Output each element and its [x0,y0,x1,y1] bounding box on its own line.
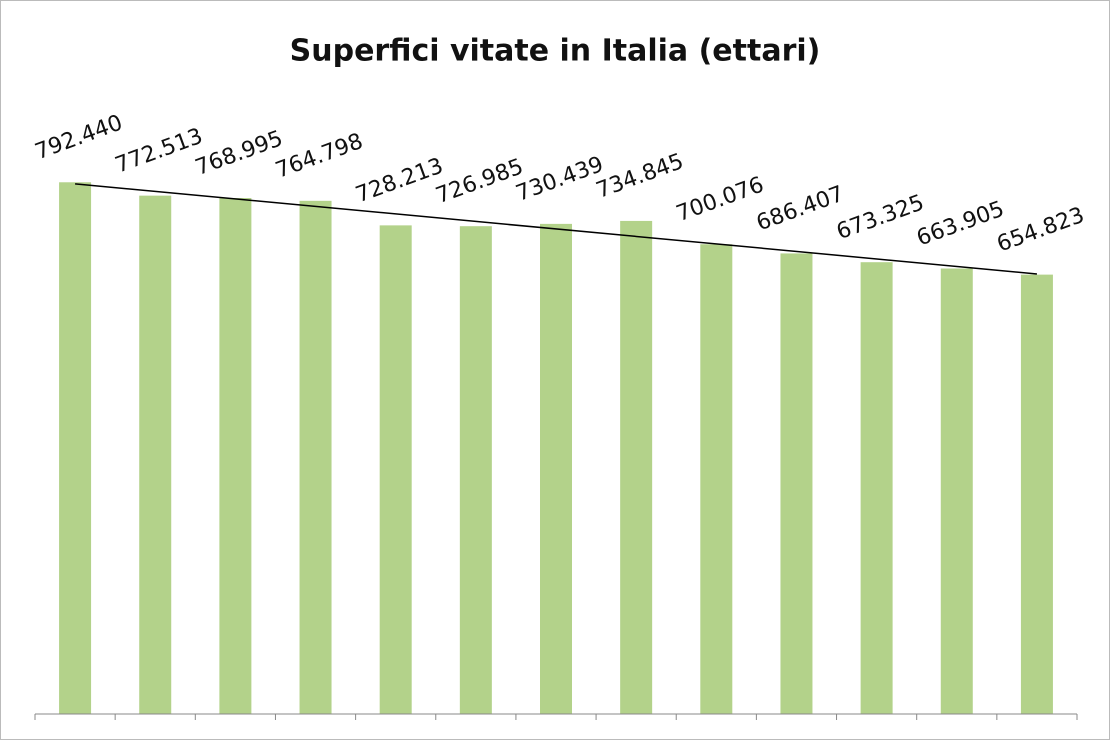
bar [940,268,973,714]
bar [780,253,813,714]
bar [620,220,653,714]
bar [379,225,412,714]
bar [59,182,92,714]
bar [139,195,172,714]
chart-title: Superfici vitate in Italia (ettari) [290,34,821,69]
bar [860,262,893,714]
bar [219,198,252,715]
bar [1020,274,1053,714]
bar [459,226,492,715]
bar [540,223,572,714]
trendline [75,183,1037,275]
bar [299,200,332,714]
bar [700,244,733,714]
